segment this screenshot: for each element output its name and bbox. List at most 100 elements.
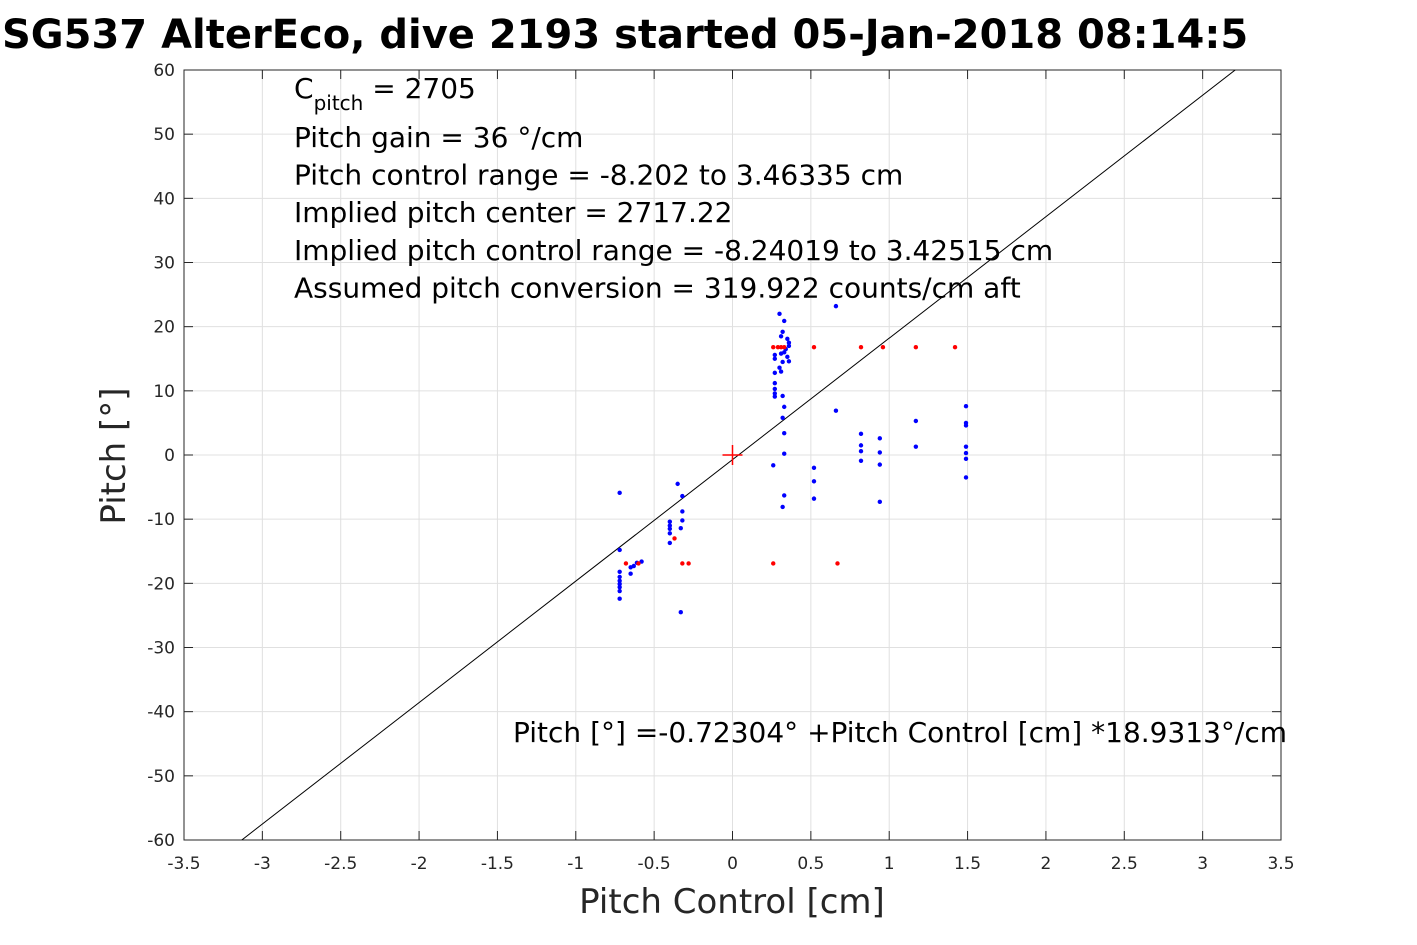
data-point-blue <box>877 450 883 455</box>
y-tick-label: 50 <box>153 125 175 145</box>
data-point-blue <box>617 588 622 594</box>
data-point-blue <box>778 334 784 339</box>
x-tick-label: 3 <box>1197 854 1208 874</box>
data-point-blue <box>858 443 864 448</box>
y-tick-label: 20 <box>153 318 175 338</box>
data-point-blue <box>778 351 784 356</box>
data-point-blue <box>617 569 622 574</box>
y-tick-label: -20 <box>147 574 175 594</box>
data-point-blue <box>617 547 622 553</box>
data-point-blue <box>667 519 673 524</box>
data-point-blue <box>780 329 785 334</box>
x-tick-label: -0.5 <box>638 854 671 874</box>
y-tick-label: 40 <box>153 189 175 209</box>
data-point-red <box>880 345 886 350</box>
y-tick-label: 0 <box>164 446 175 466</box>
annotation-line: Pitch control range = -8.202 to 3.46335 … <box>294 159 903 192</box>
x-axis-ticks: -3.5 -3 -2.5 -2 -1.5 -1 -0.5 0 0.5 1 1.5 2 2.5 3 3.5 <box>167 70 1295 874</box>
y-tick-label: -50 <box>147 767 175 787</box>
data-point-blue <box>780 504 785 510</box>
scatter-points <box>617 303 969 615</box>
x-tick-label: -1.5 <box>481 854 514 874</box>
annotation-line: Assumed pitch conversion = 319.922 count… <box>294 271 1021 304</box>
data-point-blue <box>833 408 839 413</box>
data-point-blue <box>780 415 785 420</box>
data-point-blue <box>785 354 790 360</box>
data-point-blue <box>667 531 673 536</box>
data-point-blue <box>963 444 969 449</box>
data-point-red <box>623 561 629 566</box>
data-point-red <box>636 561 641 566</box>
data-point-blue <box>678 525 683 531</box>
annotation-line: Implied pitch control range = -8.24019 t… <box>294 234 1053 267</box>
data-point-blue <box>858 431 864 437</box>
data-point-blue <box>913 418 919 424</box>
y-axis-ticks: -60 -50 -40 -30 -20 -10 0 10 20 30 40 50 60 <box>147 61 1281 851</box>
grid-lines <box>183 69 1282 841</box>
data-point-red <box>858 345 864 350</box>
data-point-blue <box>963 456 969 462</box>
data-point-blue <box>877 462 883 467</box>
data-point-blue <box>617 584 622 590</box>
annotation-lines: Pitch gain = 36 °/cm Pitch control range … <box>294 121 1053 304</box>
data-point-blue <box>963 423 969 428</box>
data-point-blue <box>667 523 673 528</box>
data-point-blue <box>772 394 778 399</box>
data-point-blue <box>780 359 785 365</box>
data-point-blue <box>680 493 685 499</box>
data-point-red <box>952 345 958 350</box>
data-point-blue <box>617 490 622 496</box>
data-point-red <box>775 345 781 350</box>
x-tick-label: -2 <box>411 854 428 874</box>
data-point-blue <box>772 352 778 358</box>
data-point-red <box>680 561 685 566</box>
data-point-blue <box>777 311 782 317</box>
data-point-blue <box>811 465 817 471</box>
x-tick-label: -3 <box>254 854 271 874</box>
y-tick-label: 60 <box>153 61 175 81</box>
data-point-red <box>913 345 919 350</box>
data-point-blue <box>786 359 792 364</box>
x-tick-label: 1 <box>884 854 895 874</box>
data-point-blue <box>778 369 784 374</box>
data-point-red <box>771 345 776 350</box>
annotation-line: Pitch gain = 36 °/cm <box>294 121 583 154</box>
data-point-blue <box>858 458 864 463</box>
data-point-blue <box>786 340 792 345</box>
data-point-blue <box>963 475 969 480</box>
data-point-red <box>835 561 840 566</box>
data-point-blue <box>833 303 839 309</box>
data-point-blue <box>667 526 673 531</box>
data-point-blue <box>631 563 636 569</box>
c-pitch-value: = 2705 <box>363 72 476 105</box>
data-point-blue <box>771 463 776 468</box>
data-point-red <box>811 345 817 350</box>
c-pitch-annotation: Cpitch = 2705 <box>294 72 476 115</box>
y-tick-label: -40 <box>147 703 175 723</box>
x-tick-label: -2.5 <box>324 854 357 874</box>
x-tick-label: -1 <box>567 854 584 874</box>
data-point-blue <box>877 436 883 441</box>
data-point-blue <box>675 481 680 487</box>
chart-title: SG537 AlterEco, dive 2193 started 05-Jan… <box>2 12 1248 58</box>
x-tick-label: 1.5 <box>954 854 981 874</box>
y-tick-label: -30 <box>147 639 175 659</box>
x-tick-label: 3.5 <box>1267 854 1294 874</box>
x-tick-label: 0.5 <box>797 854 824 874</box>
data-point-red <box>771 561 776 566</box>
data-point-blue <box>667 540 673 546</box>
x-tick-label: 0 <box>727 854 738 874</box>
x-tick-label: 2 <box>1041 854 1052 874</box>
data-point-blue <box>913 444 919 449</box>
data-point-blue <box>811 479 817 484</box>
c-pitch-symbol: C <box>294 72 314 105</box>
data-point-blue <box>777 365 782 370</box>
data-point-blue <box>617 596 622 601</box>
data-point-blue <box>877 499 883 505</box>
data-point-blue <box>782 318 787 324</box>
data-point-blue <box>678 610 683 615</box>
c-pitch-subscript: pitch <box>314 91 364 115</box>
data-point-red <box>686 561 691 566</box>
